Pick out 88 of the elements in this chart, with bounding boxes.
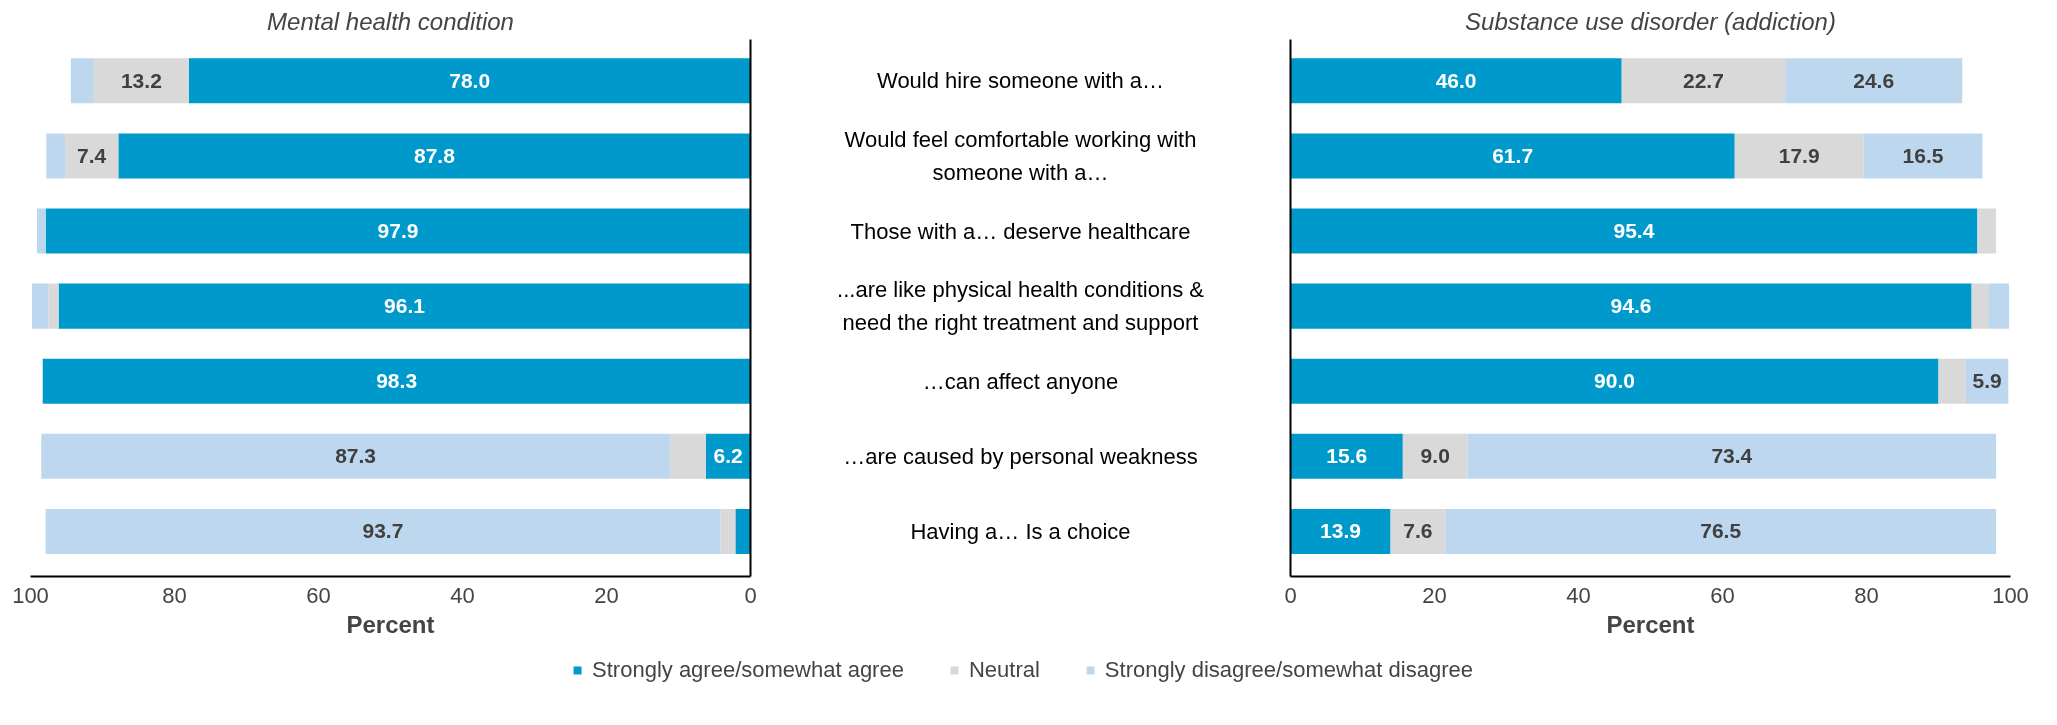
chart-title: Substance use disorder (addiction) [1465,7,1836,35]
bar [1390,508,1446,554]
data-label: 24.6 [1853,68,1895,92]
x-tick-label: 100 [1992,582,2029,608]
data-label: 94.6 [1610,294,1652,318]
x-tick-label: 60 [1710,582,1735,608]
x-tick-label: 100 [12,582,49,608]
data-label: 93.7 [362,519,404,543]
data-label: 7.4 [77,143,107,167]
bar [48,283,59,329]
x-tick-label: 80 [1854,582,1879,608]
bar [1971,283,1989,329]
data-label: 46.0 [1435,68,1477,92]
chart-title: Mental health condition [267,7,514,35]
bar [45,208,751,254]
data-label: 61.7 [1492,143,1534,167]
x-tick-label: 0 [1284,582,1297,608]
x-tick-label: 80 [162,582,187,608]
data-label: 6.2 [713,444,743,468]
bar [1290,58,1622,104]
x-axis-title: Percent [346,610,435,638]
data-label: 87.3 [335,444,377,468]
data-label: 9.0 [1420,444,1450,468]
bar [1290,358,1939,404]
data-label: 16.5 [1902,143,1944,167]
bar [188,58,751,104]
category-label: Those with a… deserve healthcare [850,218,1191,244]
data-label: 7.6 [1403,519,1433,543]
bar [1290,208,1978,254]
data-label: 90.0 [1594,369,1635,393]
category-label: Having a… Is a choice [910,518,1131,544]
category-label: Would feel comfortable working with someone with a… [844,127,1197,185]
bar [1785,58,1963,104]
bar [1467,433,1997,479]
data-label: 96.1 [384,294,426,318]
bar [1734,133,1864,179]
data-label: 78.0 [449,68,491,92]
bar [1402,433,1468,479]
bar [93,58,189,104]
data-label: 5.9 [1972,369,2002,393]
category-label: …can affect anyone [922,368,1119,394]
bar [1977,208,1997,254]
data-label: 17.9 [1778,143,1820,167]
x-tick-label: 40 [450,582,475,608]
category-label: Would hire someone with a… [877,68,1164,94]
bar [70,58,94,104]
category-label: ...are like physical health conditions & need the right treatment and support [837,277,1204,335]
x-tick-label: 0 [744,582,757,608]
x-tick-label: 40 [1566,582,1591,608]
bar [31,283,49,329]
bar [1290,433,1403,479]
data-label: 15.6 [1326,444,1368,468]
bar [720,508,736,554]
bar [118,133,751,179]
data-label: 95.4 [1613,219,1655,243]
bar [1290,508,1391,554]
category-label: …are caused by personal weakness [843,443,1198,469]
legend-label: Strongly disagree/somewhat disagree [1104,657,1473,683]
bar [1445,508,1997,554]
legend-label: Neutral [968,657,1040,683]
bar [1938,358,1966,404]
data-label: 87.8 [413,143,456,167]
bar [669,433,706,479]
data-label: 13.9 [1320,519,1361,543]
bar [46,133,66,179]
bar [36,208,46,254]
bar [735,508,751,554]
bar [65,133,119,179]
x-axis-title: Percent [1606,610,1695,638]
data-label: 22.7 [1682,68,1724,92]
bar [1621,58,1786,104]
bar [1988,283,2010,329]
bar [45,508,721,554]
bar [1290,283,1972,329]
data-label: 13.2 [120,68,162,92]
x-tick-label: 60 [306,582,331,608]
bar [1290,133,1735,179]
x-tick-label: 20 [594,582,619,608]
bar [1863,133,1983,179]
data-label: 76.5 [1700,519,1742,543]
data-label: 97.9 [377,219,419,243]
legend-label: Strongly agree/somewhat agree [592,657,904,683]
data-label: 98.3 [376,369,418,393]
data-label: 73.4 [1711,444,1753,468]
bar [58,283,751,329]
x-tick-label: 20 [1422,582,1447,608]
bar [41,433,670,479]
bar [42,358,751,404]
